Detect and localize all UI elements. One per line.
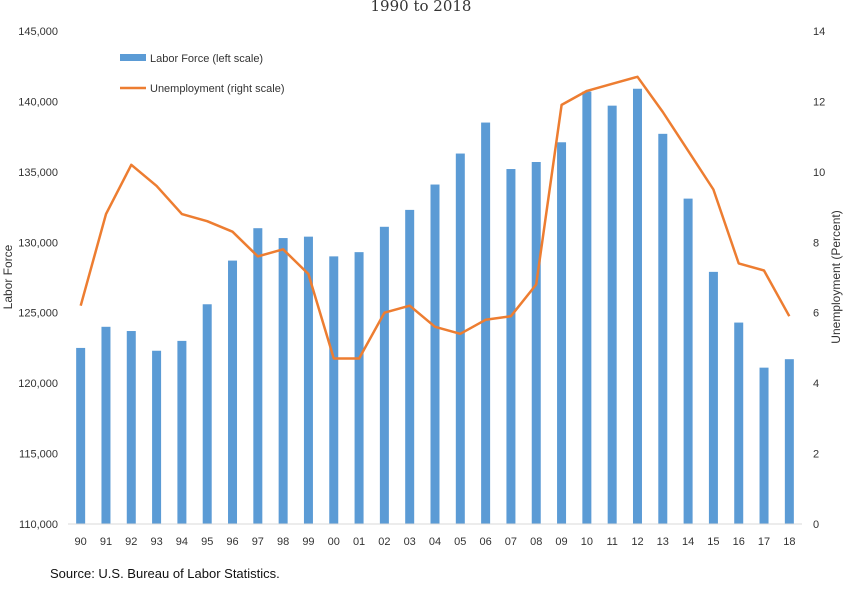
bar-labor-force-97	[253, 228, 263, 524]
bar-labor-force-04	[430, 184, 440, 524]
x-tick-label: 07	[505, 536, 517, 548]
bar-labor-force-18	[784, 359, 794, 524]
bar-labor-force-03	[405, 209, 415, 525]
right-axis-title: Unemployment (Percent)	[829, 210, 843, 343]
x-tick-label: 08	[530, 536, 542, 548]
x-tick-label: 16	[733, 536, 745, 548]
bar-labor-force-16	[734, 322, 744, 524]
left-axis-title: Labor Force	[1, 244, 15, 309]
x-tick-label: 13	[657, 536, 669, 548]
legend-swatch-labor-force	[120, 54, 146, 61]
x-tick-label: 99	[302, 536, 314, 548]
bar-labor-force-14	[683, 198, 693, 524]
chart-title: 1990 to 2018	[371, 0, 472, 15]
x-tick-label: 96	[226, 536, 238, 548]
bar-labor-force-10	[582, 91, 592, 524]
left-tick-label: 145,000	[18, 26, 58, 38]
x-tick-label: 95	[201, 536, 213, 548]
bar-labor-force-99	[303, 236, 313, 524]
left-axis-ticks: 110,000 115,000 120,000 125,000 130,000 135,0…	[18, 26, 58, 531]
x-tick-label: 03	[404, 536, 416, 548]
bar-labor-force-96	[228, 260, 238, 524]
right-tick-label: 6	[813, 308, 819, 320]
left-tick-label: 115,000	[19, 449, 58, 461]
source-note: Source: U.S. Bureau of Labor Statistics.	[50, 566, 280, 581]
x-tick-label: 05	[454, 536, 466, 548]
x-tick-label: 09	[555, 536, 567, 548]
x-tick-label: 92	[125, 536, 137, 548]
bar-labor-force-02	[379, 226, 389, 524]
right-tick-label: 12	[813, 96, 825, 108]
x-tick-label: 11	[606, 536, 617, 548]
bar-labor-force-95	[202, 304, 212, 524]
x-tick-label: 91	[100, 536, 112, 548]
left-tick-label: 110,000	[19, 519, 58, 531]
bar-labor-force-00	[329, 256, 339, 524]
bar-labor-force-15	[708, 271, 718, 524]
x-tick-label: 10	[581, 536, 593, 548]
x-tick-label: 06	[479, 536, 491, 548]
x-tick-label: 12	[631, 536, 643, 548]
right-tick-label: 4	[813, 378, 819, 390]
legend-label-unemployment: Unemployment (right scale)	[150, 83, 285, 95]
right-tick-label: 10	[813, 167, 825, 179]
bar-labor-force-01	[354, 252, 364, 524]
left-tick-label: 125,000	[18, 308, 58, 320]
x-tick-label: 98	[277, 536, 289, 548]
x-tick-label: 01	[353, 536, 365, 548]
left-tick-label: 135,000	[18, 167, 58, 179]
x-tick-label: 17	[758, 536, 770, 548]
labor-force-bars	[76, 88, 794, 525]
x-tick-label: 18	[783, 536, 795, 548]
x-tick-label: 00	[328, 536, 340, 548]
bar-labor-force-90	[76, 347, 86, 524]
bar-labor-force-98	[278, 238, 288, 524]
bar-labor-force-17	[759, 367, 769, 524]
bar-labor-force-08	[531, 161, 541, 525]
x-tick-label: 15	[707, 536, 719, 548]
x-tick-label: 93	[150, 536, 162, 548]
x-tick-label: 14	[682, 536, 694, 548]
bar-labor-force-12	[632, 88, 642, 524]
unemployment-line-group	[79, 75, 791, 360]
legend-label-labor-force: Labor Force (left scale)	[150, 53, 263, 65]
x-axis-ticks: 90 91 92 93 94 95 96 97 98 99 00 01 02 03 04 05 06 07 08 09…	[68, 523, 802, 548]
x-tick-label: 02	[378, 536, 390, 548]
bar-labor-force-92	[126, 331, 136, 524]
x-tick-label: 90	[75, 536, 87, 548]
bar-labor-force-93	[152, 350, 162, 524]
right-tick-label: 0	[813, 519, 819, 531]
bar-labor-force-09	[557, 142, 567, 524]
right-tick-label: 8	[813, 237, 819, 249]
right-tick-label: 14	[813, 26, 825, 38]
bar-labor-force-05	[455, 153, 465, 524]
left-tick-label: 120,000	[18, 378, 58, 390]
bar-labor-force-06	[481, 122, 491, 525]
left-tick-label: 130,000	[18, 237, 58, 249]
bar-labor-force-11	[607, 105, 617, 524]
legend: Labor Force (left scale) Unemployment (r…	[120, 53, 285, 95]
x-tick-label: 94	[176, 536, 188, 548]
bar-labor-force-94	[177, 340, 187, 524]
right-tick-label: 2	[813, 449, 819, 461]
x-tick-label: 04	[429, 536, 441, 548]
bar-labor-force-13	[658, 133, 668, 524]
x-tick-label: 97	[252, 536, 264, 548]
bar-labor-force-91	[101, 326, 111, 524]
right-axis-ticks: 0 2 4 6 8 10 12 14	[813, 26, 825, 531]
left-tick-label: 140,000	[18, 96, 58, 108]
bar-labor-force-07	[506, 169, 516, 525]
